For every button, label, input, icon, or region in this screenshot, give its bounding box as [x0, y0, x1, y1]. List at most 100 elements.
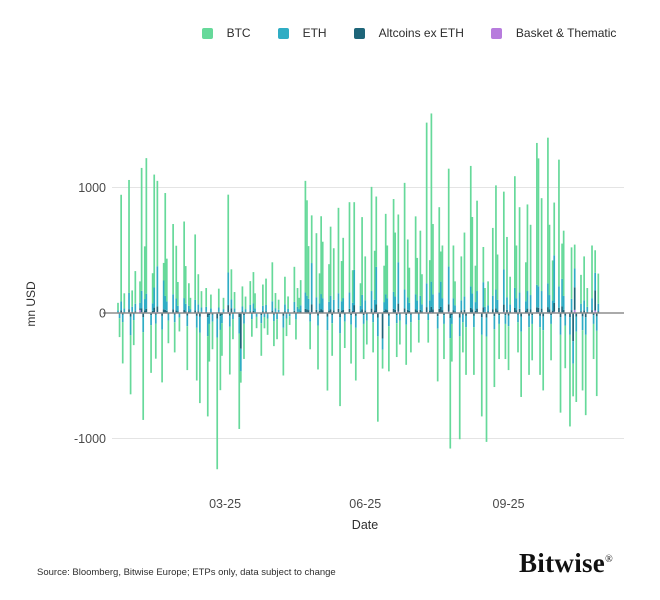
bar-segment [271, 262, 274, 302]
bar-segment [592, 323, 595, 360]
bar-segment [164, 295, 167, 310]
bar-segment [340, 261, 343, 302]
bar-segment [496, 310, 499, 313]
bar-segment [317, 315, 319, 326]
bar-segment [351, 270, 354, 303]
bar-segment [484, 288, 486, 307]
bar-segment [151, 310, 154, 313]
bar-segment [487, 311, 489, 313]
bar-segment [277, 299, 280, 310]
bar-segment [183, 298, 185, 310]
bar-segment [441, 310, 444, 313]
bar-segment [428, 310, 431, 313]
bar-segment [395, 323, 398, 358]
bar-segment [176, 311, 179, 313]
bar-segment [427, 320, 430, 343]
bar-segment [339, 317, 341, 334]
bar-segment [262, 305, 264, 312]
basket-swatch-icon [490, 27, 502, 39]
bar-segment [432, 224, 434, 295]
bar-segment [140, 308, 143, 313]
bar-segment [525, 301, 527, 311]
bar-segment [364, 256, 367, 301]
bar-segment [561, 278, 563, 307]
bar-segment [572, 341, 574, 364]
bar-segment [526, 204, 529, 292]
bar-segment [282, 315, 285, 328]
legend-label-eth: ETH [302, 26, 327, 40]
bar-segment [123, 293, 126, 309]
bar-segment [238, 333, 241, 429]
bar-segment [562, 230, 565, 296]
bar-segment [205, 288, 208, 307]
bar-segment [414, 294, 417, 310]
bar-segment [482, 246, 485, 283]
legend-label-btc: BTC [226, 26, 251, 40]
bar-segment [414, 309, 417, 313]
bar-segment [595, 316, 598, 331]
bar-segment [249, 311, 252, 313]
bar-segment [388, 326, 390, 372]
bar-segment [284, 304, 286, 312]
bar-segment [164, 193, 167, 296]
bar-segment [221, 313, 223, 316]
bar-segment [306, 309, 308, 313]
bar-segment [405, 315, 408, 325]
bar-segment [139, 281, 141, 303]
bar-segment [562, 309, 565, 313]
bar-segment [188, 283, 190, 306]
bar-segment [518, 308, 521, 313]
bar-segment [271, 301, 274, 311]
bar-segment [482, 307, 485, 313]
bar-segment [410, 313, 412, 315]
bar-segment [251, 319, 253, 337]
bar-segment [210, 294, 212, 309]
bar-segment [306, 200, 308, 296]
bar-segment [428, 260, 431, 301]
bar-segment [206, 313, 209, 318]
bar-segment [186, 315, 189, 327]
bar-segment [307, 298, 310, 311]
bar-segment [310, 215, 313, 264]
bar-segment [331, 323, 334, 356]
bar-segment [419, 309, 422, 313]
bar-segment [282, 327, 285, 376]
bar-segment [581, 313, 584, 317]
bar-segment [232, 314, 234, 320]
bar-segment [504, 315, 507, 324]
bar-segment [219, 313, 222, 317]
bar-segment [594, 290, 597, 311]
bar-segment [485, 336, 488, 442]
bar-segment [438, 207, 441, 293]
bar-segment [337, 308, 340, 313]
bar-segment [165, 301, 168, 311]
bar-segment [506, 297, 508, 310]
bar-segment [569, 317, 571, 335]
bar-segment [284, 311, 286, 313]
bar-segment [205, 306, 208, 312]
bar-segment [277, 309, 280, 313]
bar-segment [134, 271, 137, 304]
bar-segment [361, 309, 363, 313]
bar-segment [484, 306, 486, 312]
bar-segment [573, 309, 576, 313]
bar-segment [208, 315, 211, 324]
bar-segment [417, 313, 420, 315]
bar-segment [495, 185, 497, 290]
bar-segment [359, 283, 362, 306]
bar-segment [473, 313, 475, 316]
bar-segment [395, 313, 398, 316]
bar-segment [142, 332, 145, 420]
bar-segment [353, 305, 356, 312]
legend-label-basket: Basket & Thematic [515, 26, 617, 40]
bar-segment [573, 287, 576, 310]
bar-segment [580, 274, 582, 304]
legend-item-altcoins: Altcoins ex ETH [353, 26, 464, 40]
bar-segment [241, 286, 244, 307]
bar-segment [145, 158, 148, 294]
bar-segment [447, 168, 450, 267]
bar-segment [195, 313, 198, 316]
bar-segment [381, 349, 384, 369]
bar-segment [120, 310, 122, 313]
bar-segment [408, 267, 411, 303]
